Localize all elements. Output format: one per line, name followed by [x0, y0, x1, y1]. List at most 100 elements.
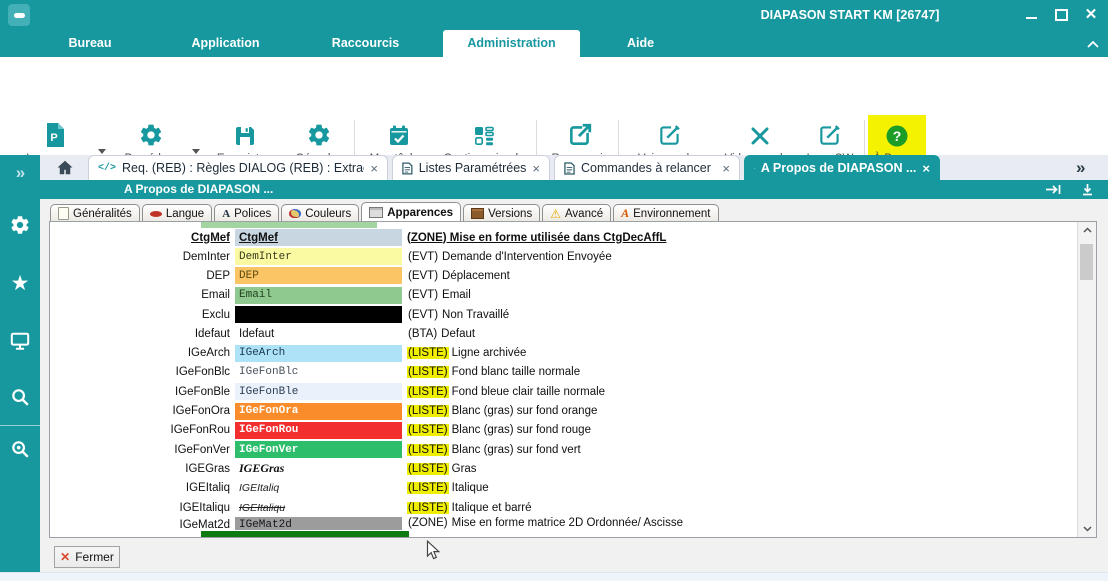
search-pin-icon[interactable]: [0, 437, 40, 461]
close-icon: ✕: [1085, 8, 1098, 22]
appearance-desc: (EVT)Demande d'Intervention Envoyée: [407, 251, 612, 263]
table-row[interactable]: IGeFonBle IGeFonBle (LISTE)Fond bleue cl…: [50, 382, 1079, 401]
gear-icon: [138, 118, 164, 148]
appearance-desc: (EVT)Déplacement: [407, 270, 510, 282]
appearance-sample: IGEItaliqu: [235, 499, 402, 516]
app-window: { "window": { "title": "DIAPASON START K…: [0, 0, 1108, 580]
table-row[interactable]: Exclu Exclu (EVT)Non Travaillé: [50, 305, 1079, 324]
lancer-dropdown-caret[interactable]: [98, 149, 106, 154]
red-x-icon: ✕: [60, 550, 70, 564]
page-icon: [58, 207, 69, 220]
sidebar-divider: [0, 425, 40, 426]
table-row[interactable]: Idefaut Idefaut (BTA)Defaut: [50, 324, 1079, 343]
appearance-desc: (LISTE)Fond bleue clair taille normale: [407, 386, 605, 398]
tab-polices[interactable]: APolices: [214, 204, 279, 222]
package-icon: [471, 208, 484, 219]
col-header-desc: (ZONE) Mise en forme utilisée dans CtgDe…: [407, 232, 666, 244]
document-icon: [564, 162, 575, 175]
appearance-desc: (LISTE)Gras: [407, 463, 477, 475]
close-tab-icon[interactable]: ×: [532, 162, 540, 175]
home-tab[interactable]: [56, 159, 74, 181]
document-icon: [402, 162, 413, 175]
wheel-icon[interactable]: [0, 213, 40, 237]
doc-tab-req-reb[interactable]: </> Req. (REB) : Règles DIALOG (REB) : E…: [88, 155, 388, 180]
tab-environnement[interactable]: AEnvironnement: [613, 204, 718, 222]
table-row[interactable]: IGEGras IGEGras (LISTE)Gras: [50, 459, 1079, 478]
grid-icon: [472, 118, 496, 148]
scrollbar-thumb[interactable]: [1080, 244, 1093, 280]
scroll-down-icon[interactable]: [1078, 521, 1096, 537]
table-row[interactable]: IGEItaliqu IGEItaliqu (LISTE)Italique et…: [50, 498, 1079, 517]
appearance-desc: (LISTE)Ligne archivée: [407, 347, 526, 359]
ribbon-tab-raccourcis[interactable]: Raccourcis: [308, 30, 423, 57]
minimize-button[interactable]: [1024, 8, 1038, 22]
panel-title-strip: A Propos de DIAPASON ...: [40, 180, 1108, 199]
code-icon: </>: [98, 163, 116, 174]
close-tab-icon[interactable]: ×: [370, 162, 378, 175]
tab-couleurs[interactable]: Couleurs: [281, 204, 359, 222]
table-row[interactable]: IGeFonRou IGeFonRou (LISTE)Blanc (gras) …: [50, 421, 1079, 440]
fermer-button[interactable]: ✕ Fermer: [54, 546, 120, 568]
ribbon-tab-bureau[interactable]: Bureau: [40, 30, 140, 57]
appearance-sample: DemInter: [235, 248, 402, 265]
vertical-scrollbar[interactable]: [1077, 222, 1096, 537]
search-icon[interactable]: [0, 385, 40, 409]
tab-langue[interactable]: Langue: [142, 204, 212, 222]
ribbon-tab-application[interactable]: Application: [168, 30, 283, 57]
ribbon-tab-administration[interactable]: Administration: [443, 30, 580, 57]
table-row[interactable]: Email Email (EVT)Email: [50, 286, 1079, 305]
appearance-sample: IGeFonOra: [235, 403, 402, 420]
table-row[interactable]: IGeFonOra IGeFonOra (LISTE)Blanc (gras) …: [50, 401, 1079, 420]
chevron-up-icon: [1086, 40, 1100, 49]
appearance-sample: IGeFonRou: [235, 422, 402, 439]
palette-icon: [289, 209, 301, 218]
window-title: DIAPASON START KM [26747]: [690, 0, 1010, 30]
panel-title: A Propos de DIAPASON ...: [124, 180, 273, 199]
table-row[interactable]: IGeArch IGeArch (LISTE)Ligne archivée: [50, 343, 1079, 362]
doc-tab-commandes[interactable]: Commandes à relancer ×: [554, 155, 740, 180]
appearance-table: CtgMef CtgMef (ZONE) Mise en forme utili…: [49, 221, 1097, 538]
maximize-button[interactable]: [1054, 8, 1068, 22]
doc-tab-a-propos[interactable]: A Propos de DIAPASON ... ×: [744, 155, 940, 180]
tab-overflow-button[interactable]: »: [1076, 158, 1085, 178]
share-icon: [567, 118, 593, 148]
appearance-desc: (LISTE)Blanc (gras) sur fond rouge: [407, 424, 591, 436]
tab-apparences[interactable]: Apparences: [361, 202, 461, 222]
doc-tab-listes-parametrees[interactable]: Listes Paramétrées ×: [392, 155, 550, 180]
warning-icon: ⚠: [550, 208, 561, 220]
close-button[interactable]: ✕: [1084, 8, 1098, 22]
calendar-check-icon: [387, 118, 411, 148]
window-icon: [754, 163, 755, 174]
partial-row-bottom: [201, 531, 409, 537]
table-row[interactable]: IGeMat2d IGeMat2d (ZONE)Mise en forme ma…: [50, 517, 1079, 530]
col-header-sample[interactable]: CtgMef: [235, 229, 402, 246]
appearance-desc: (LISTE)Fond blanc taille normale: [407, 366, 580, 378]
table-row[interactable]: DemInter DemInter (EVT)Demande d'Interve…: [50, 247, 1079, 266]
close-tab-icon[interactable]: ×: [922, 162, 930, 175]
save-icon: [233, 118, 257, 148]
minimize-icon: [1026, 17, 1037, 19]
tab-generalites[interactable]: Généralités: [50, 204, 140, 222]
scroll-up-icon[interactable]: [1078, 222, 1096, 238]
star-icon[interactable]: ★: [0, 271, 40, 295]
environment-icon: A: [621, 206, 629, 221]
close-tab-icon[interactable]: ×: [722, 162, 730, 175]
table-row[interactable]: IGeFonVer IGeFonVer (LISTE)Blanc (gras) …: [50, 440, 1079, 459]
lips-icon: [150, 211, 162, 217]
appearance-key: IGeFonRou: [50, 424, 230, 436]
table-row[interactable]: IGEItaliq IGEItaliq (LISTE)Italique: [50, 479, 1079, 498]
monitor-icon[interactable]: [0, 329, 40, 353]
collapse-ribbon-button[interactable]: [1086, 36, 1100, 54]
edit-icon: [657, 118, 683, 148]
ouverture-dropdown-caret[interactable]: [192, 149, 200, 154]
appearance-key: IGeFonBle: [50, 386, 230, 398]
tab-versions[interactable]: Versions: [463, 204, 540, 222]
table-row[interactable]: IGeFonBlc IGeFonBlc (LISTE)Fond blanc ta…: [50, 363, 1079, 382]
doc-tab-label: Req. (REB) : Règles DIALOG (REB) : Extra…: [122, 161, 364, 175]
ribbon-tab-aide[interactable]: Aide: [603, 30, 678, 57]
table-row[interactable]: DEP DEP (EVT)Déplacement: [50, 266, 1079, 285]
appearance-desc: (LISTE)Blanc (gras) sur fond orange: [407, 405, 597, 417]
tab-avance[interactable]: ⚠Avancé: [542, 204, 611, 222]
appearance-desc: (EVT)Non Travaillé: [407, 309, 509, 321]
expand-chevrons-icon[interactable]: »: [0, 163, 40, 183]
